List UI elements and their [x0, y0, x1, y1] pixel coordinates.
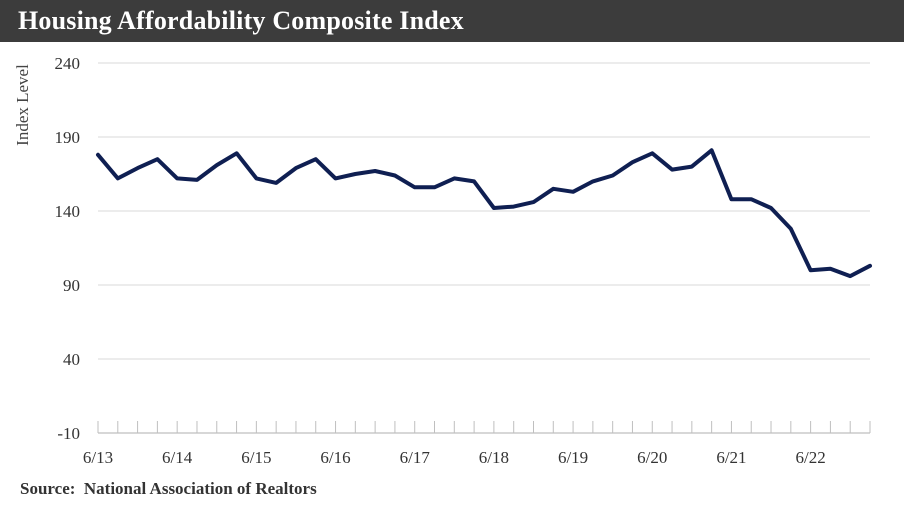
y-tick-label-2: 140: [55, 202, 81, 221]
y-tick-labels: 240 190 140 90 40 -10: [55, 54, 81, 443]
series-line-0: [96, 148, 872, 279]
y-tick-label-0: 240: [55, 54, 81, 73]
y-tick-label-4: 40: [63, 350, 80, 369]
x-tick-label-3: 6/16: [320, 448, 350, 467]
x-tick-labels: 6/13 6/14 6/15 6/16 6/17 6/18 6/19 6/20 6/21 6/22: [83, 448, 826, 467]
x-tick-label-7: 6/20: [637, 448, 667, 467]
x-tick-label-9: 6/22: [795, 448, 825, 467]
x-tick-label-1: 6/14: [162, 448, 193, 467]
x-tick-label-8: 6/21: [716, 448, 746, 467]
y-tick-label-5: -10: [57, 424, 80, 443]
x-axis: [97, 421, 871, 434]
x-tick-label-5: 6/18: [479, 448, 509, 467]
y-tick-label-3: 90: [63, 276, 80, 295]
x-tick-label-2: 6/15: [241, 448, 271, 467]
chart-title: Housing Affordability Composite Index: [0, 0, 904, 42]
series-line-layer: [96, 148, 872, 279]
gridlines: [98, 62, 870, 360]
x-tick-label-0: 6/13: [83, 448, 113, 467]
y-tick-label-1: 190: [55, 128, 81, 147]
x-tick-label-4: 6/17: [400, 448, 431, 467]
source-note: Source: National Association of Realtors: [20, 479, 317, 498]
y-axis-label: Index Level: [13, 64, 32, 146]
x-tick-label-6: 6/19: [558, 448, 588, 467]
